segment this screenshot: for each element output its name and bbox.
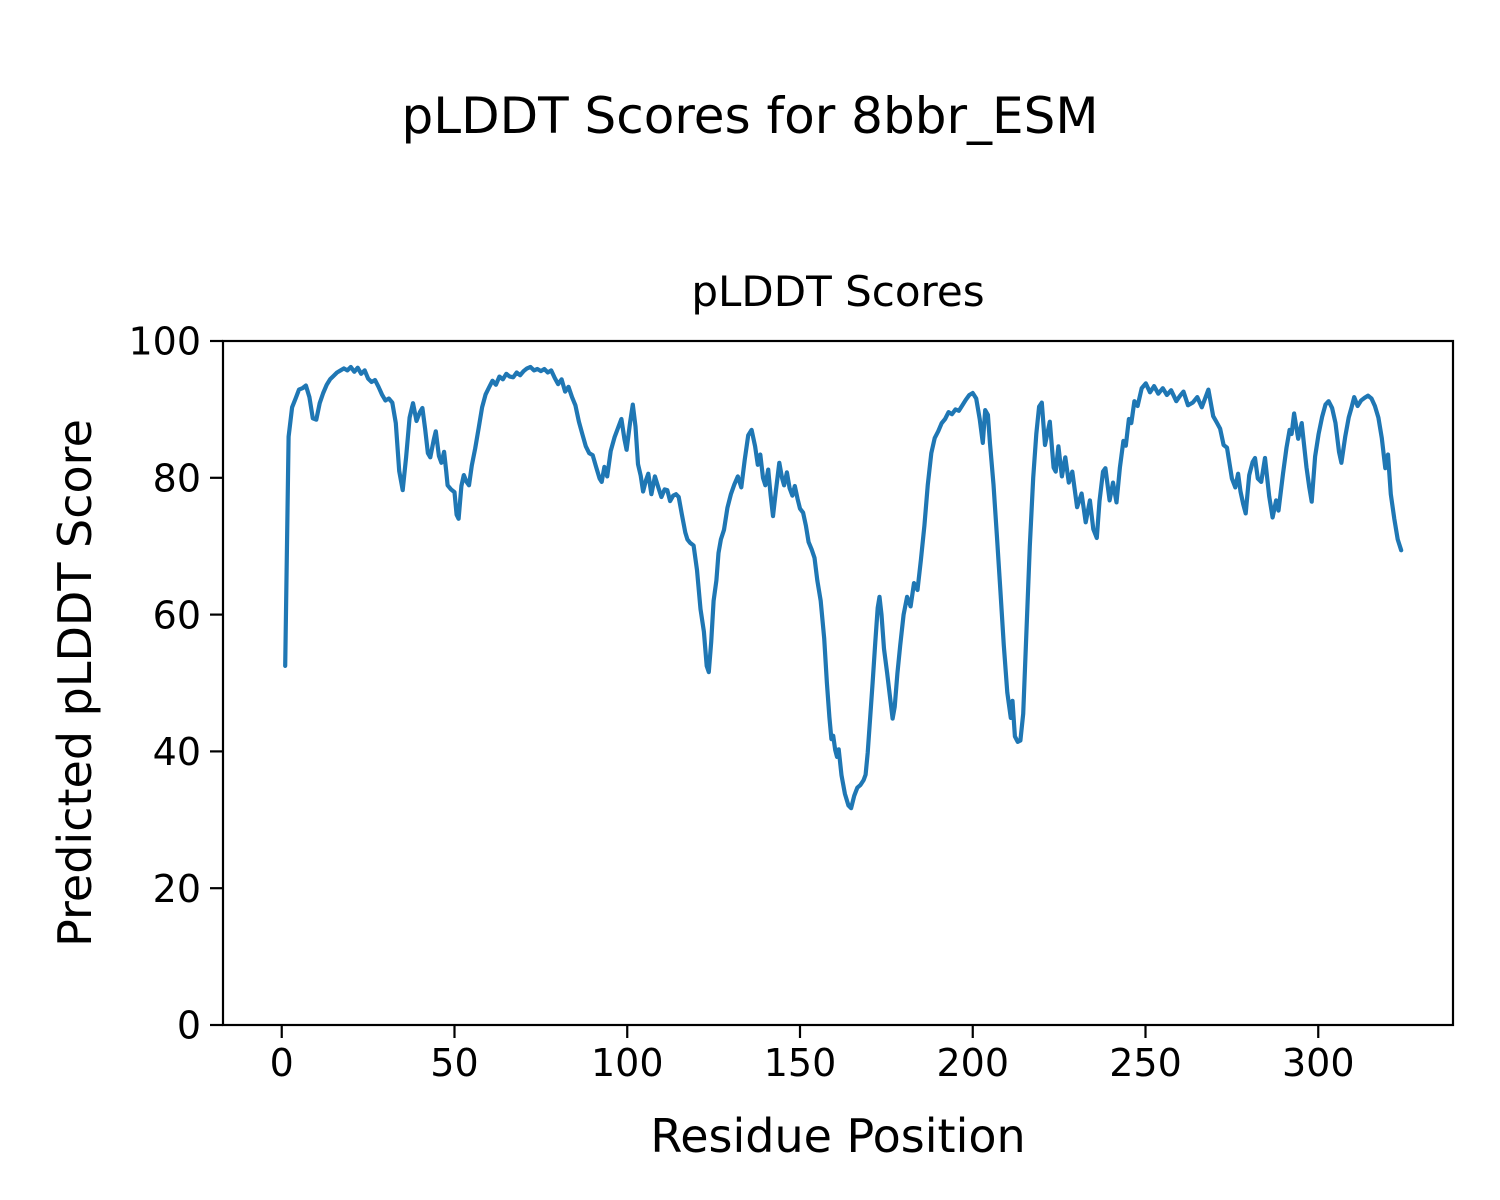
y-tick-label: 80 [153,456,201,500]
plddt-line [283,364,1404,811]
x-tick-label: 300 [1282,1041,1355,1085]
y-tick-label: 60 [153,593,201,637]
figure-suptitle: pLDDT Scores for 8bbr_ESM [401,87,1099,145]
y-tick-label: 0 [177,1004,201,1048]
tick-labels: 0 50 100 150 200 250 300 0 20 40 60 80 100 [128,320,1354,1085]
y-tick-label: 100 [128,320,201,364]
x-tick-label: 250 [1109,1041,1182,1085]
x-tick-label: 100 [591,1041,664,1085]
series-pLDDT [283,364,1404,811]
y-tick-label: 40 [153,730,201,774]
axis-ticks [210,339,1320,1038]
y-tick-label: 20 [153,867,201,911]
x-tick-label: 50 [430,1041,478,1085]
axes-frame [221,339,1455,1027]
axes-title: pLDDT Scores [691,267,985,316]
x-axis-label: Residue Position [650,1109,1026,1163]
x-tick-label: 200 [936,1041,1009,1085]
axes-spines [221,339,1455,1027]
x-tick-label: 150 [764,1041,837,1085]
x-tick-label: 0 [270,1041,294,1085]
